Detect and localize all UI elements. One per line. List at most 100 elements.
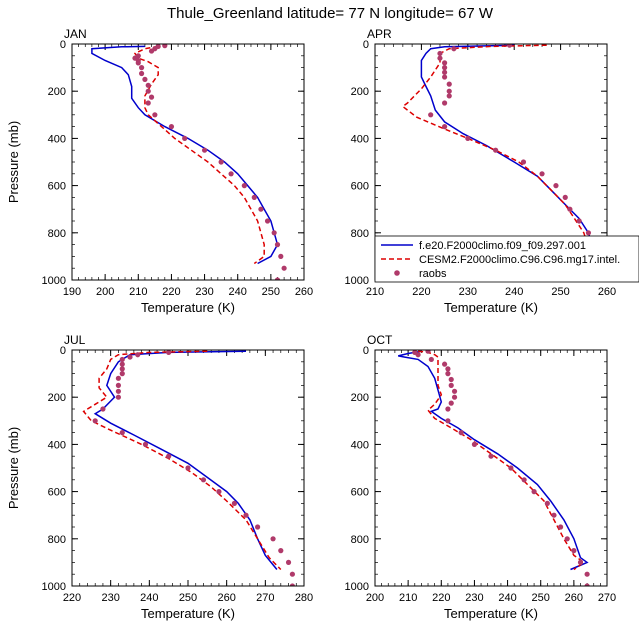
raobs-marker xyxy=(142,76,148,82)
x-tick-label: 220 xyxy=(63,592,81,604)
x-tick-label: 220 xyxy=(412,286,430,298)
raobs-marker xyxy=(451,394,458,400)
y-tick-label: 200 xyxy=(48,86,66,98)
raobs-marker xyxy=(251,194,257,200)
raobs-marker xyxy=(200,477,207,483)
raobs-marker xyxy=(148,48,155,54)
x-tick-label: 260 xyxy=(217,592,235,604)
raobs-marker xyxy=(585,230,592,236)
raobs-marker xyxy=(289,571,295,577)
model-f09-line xyxy=(398,350,589,571)
x-tick-label: 270 xyxy=(598,592,616,604)
raobs-marker xyxy=(270,536,276,542)
y-tick-label: 800 xyxy=(48,228,66,240)
x-tick-label: 230 xyxy=(465,592,483,604)
figure-title: Thule_Greenland latitude= 77 N longitude… xyxy=(167,5,494,22)
y-tick-label: 1000 xyxy=(345,581,369,593)
x-tick-label: 250 xyxy=(262,286,280,298)
raobs-marker xyxy=(271,230,277,236)
raobs-marker xyxy=(544,500,550,506)
raobs-marker xyxy=(442,124,448,130)
y-axis-label: Pressure (mb) xyxy=(6,121,21,203)
raobs-marker xyxy=(437,50,443,57)
raobs-marker xyxy=(493,147,499,153)
model-f09-line xyxy=(93,350,278,570)
raobs-marker xyxy=(458,430,464,436)
x-tick-label: 240 xyxy=(229,286,247,298)
x-axis-label: Temperature (K) xyxy=(141,606,235,621)
y-tick-label: 0 xyxy=(363,345,369,357)
raobs-marker xyxy=(278,253,284,259)
y-tick-label: 600 xyxy=(48,181,66,193)
raobs-marker xyxy=(425,350,431,354)
raobs-marker xyxy=(264,218,271,224)
raobs-marker xyxy=(228,171,234,177)
raobs-marker xyxy=(231,500,237,506)
raobs-marker xyxy=(539,171,545,177)
raobs-marker xyxy=(274,242,281,248)
raobs-marker xyxy=(168,124,175,130)
x-tick-label: 250 xyxy=(532,592,550,604)
panel-label: APR xyxy=(367,27,392,41)
raobs-marker xyxy=(119,366,125,372)
raobs-marker xyxy=(119,356,125,363)
y-tick-label: 800 xyxy=(351,534,369,546)
model-f09-line xyxy=(420,44,594,265)
raobs-marker xyxy=(166,350,172,355)
legend-label: CESM2.F2000climo.C96.C96.mg17.intel. xyxy=(419,254,620,266)
raobs-marker xyxy=(428,112,434,118)
raobs-marker xyxy=(442,60,448,66)
y-axis-label: Pressure (mb) xyxy=(6,427,21,509)
raobs-marker xyxy=(119,430,125,436)
x-tick-label: 260 xyxy=(295,286,313,298)
raobs-marker xyxy=(115,375,121,381)
raobs-marker xyxy=(162,44,168,49)
raobs-marker xyxy=(285,559,292,566)
x-axis-label: Temperature (K) xyxy=(444,606,538,621)
x-tick-label: 210 xyxy=(129,286,147,298)
raobs-marker xyxy=(166,453,172,459)
x-axis-label: Temperature (K) xyxy=(444,300,538,315)
raobs-marker xyxy=(278,548,284,554)
raobs-marker xyxy=(451,46,457,52)
raobs-marker xyxy=(127,354,133,360)
y-tick-label: 1000 xyxy=(42,581,66,593)
raobs-marker xyxy=(471,441,478,447)
panel-jul: 220 230 240 250 260 270 280 0 200 400 600 800 1000 JU… xyxy=(6,333,313,621)
x-tick-label: 210 xyxy=(366,286,384,298)
panel-apr: 210 220 230 240 250 260 0 200 400 600 800 1000 APR Te… xyxy=(345,27,617,315)
raobs-marker xyxy=(448,376,454,383)
plot-frame xyxy=(71,349,305,587)
raobs-marker xyxy=(115,382,121,388)
legend-marker-raobs xyxy=(394,270,400,276)
y-tick-label: 1000 xyxy=(42,275,66,287)
x-tick-label: 200 xyxy=(366,592,384,604)
legend-box xyxy=(374,235,639,283)
raobs-marker xyxy=(185,465,191,471)
raobs-marker xyxy=(567,206,573,212)
raobs-marker xyxy=(442,100,448,106)
raobs-marker xyxy=(521,477,527,483)
y-tick-label: 800 xyxy=(48,534,66,546)
y-tick-label: 200 xyxy=(351,392,369,404)
raobs-marker xyxy=(445,371,451,377)
x-tick-label: 250 xyxy=(551,286,569,298)
raobs-marker xyxy=(576,218,582,224)
raobs-marker xyxy=(564,536,570,542)
legend: f.e20.F2000climo.f09_f09.297.001 CESM2.F2… xyxy=(374,235,639,283)
raobs-marker xyxy=(115,388,121,394)
raobs-marker xyxy=(446,88,452,94)
x-tick-label: 220 xyxy=(162,286,180,298)
raobs-marker xyxy=(446,93,452,99)
raobs-marker xyxy=(258,206,264,212)
raobs-marker xyxy=(437,55,443,61)
raobs-marker xyxy=(448,400,454,406)
raobs-marker xyxy=(135,352,141,358)
y-tick-label: 400 xyxy=(48,133,66,145)
raobs-marker xyxy=(152,112,158,118)
raobs-marker xyxy=(428,356,434,363)
y-tick-label: 400 xyxy=(351,133,369,145)
raobs-marker xyxy=(119,371,125,377)
x-tick-label: 240 xyxy=(140,592,158,604)
x-tick-label: 190 xyxy=(63,286,81,298)
